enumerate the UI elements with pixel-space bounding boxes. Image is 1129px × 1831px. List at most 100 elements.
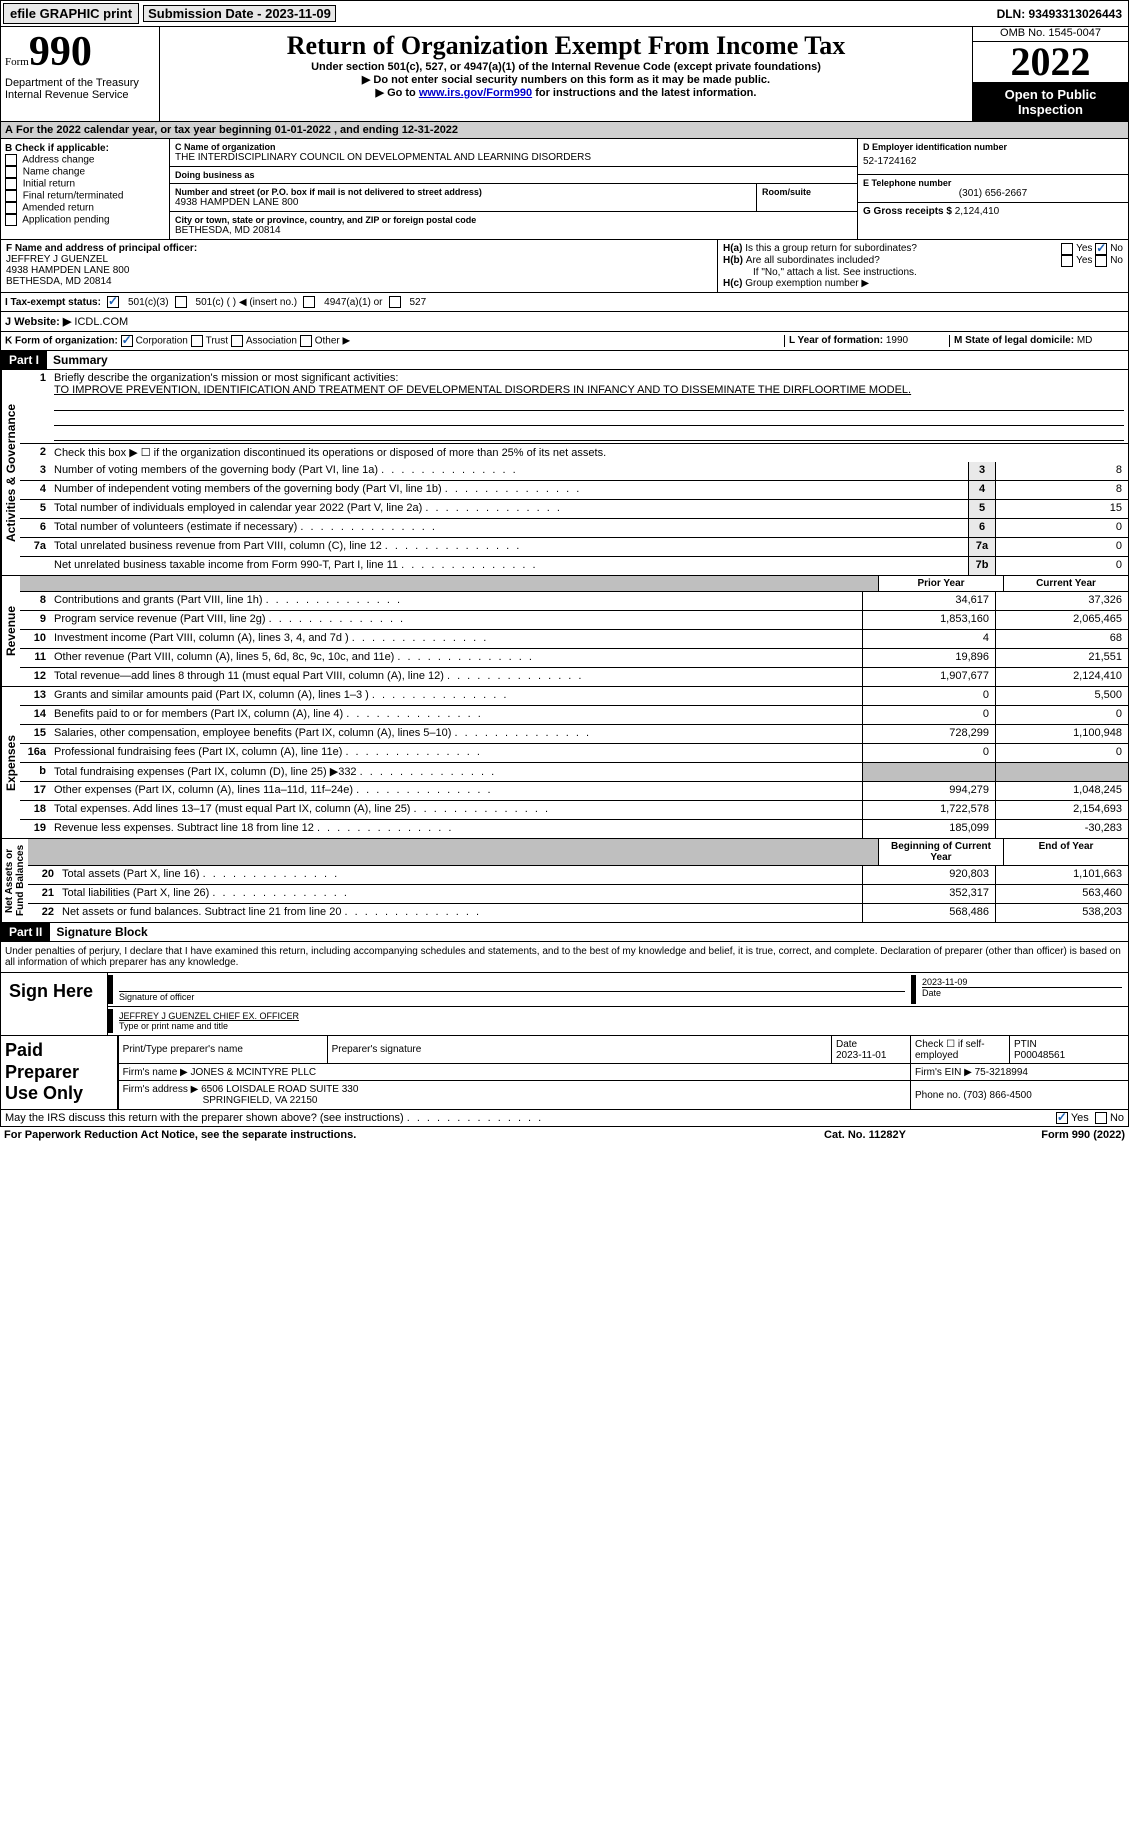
street-address: 4938 HAMPDEN LANE 800 — [175, 197, 751, 208]
check-Application-pending[interactable] — [5, 214, 17, 226]
part2-header: Part IISignature Block — [0, 923, 1129, 942]
prior-year-hdr: Prior Year — [878, 576, 1003, 591]
website: ICDL.COM — [74, 316, 128, 328]
end-year-hdr: End of Year — [1003, 839, 1128, 865]
form-subtitle: Under section 501(c), 527, or 4947(a)(1)… — [164, 61, 968, 73]
year-formation: 1990 — [886, 335, 908, 346]
sign-here: Sign Here Signature of officer 2023-11-0… — [0, 973, 1129, 1036]
corp-checkbox[interactable] — [121, 335, 133, 347]
line2: Check this box ▶ ☐ if the organization d… — [50, 444, 1128, 462]
c-label: C Name of organization — [175, 142, 852, 152]
dept: Department of the Treasury Internal Reve… — [5, 77, 155, 101]
irs-link[interactable]: www.irs.gov/Form990 — [419, 87, 532, 99]
table-row: 21Total liabilities (Part X, line 26) 35… — [28, 885, 1128, 904]
table-row: 13Grants and similar amounts paid (Part … — [20, 687, 1128, 706]
irs-discuss: May the IRS discuss this return with the… — [0, 1110, 1129, 1127]
ha-no-checkbox[interactable] — [1095, 243, 1107, 255]
tax-exempt-status: I Tax-exempt status: 501(c)(3) 501(c) ( … — [0, 293, 1129, 312]
527-checkbox[interactable] — [389, 296, 401, 308]
hb-yes-checkbox[interactable] — [1061, 255, 1073, 267]
firm-ein: 75-3218994 — [975, 1067, 1028, 1078]
section-f: F Name and address of principal officer:… — [1, 240, 717, 292]
self-employed-check: Check ☐ if self-employed — [911, 1036, 1010, 1064]
officer-city: BETHESDA, MD 20814 — [6, 276, 712, 287]
discuss-no-checkbox[interactable] — [1095, 1112, 1107, 1124]
ein: 52-1724162 — [863, 152, 1123, 171]
sign-date: 2023-11-09 — [922, 977, 1122, 987]
section-h: H(a) Is this a group return for subordin… — [717, 240, 1128, 292]
side-net: Net Assets orFund Balances — [1, 839, 28, 922]
sig-officer-label: Signature of officer — [119, 991, 905, 1002]
ha-yes-checkbox[interactable] — [1061, 243, 1073, 255]
mission-text: TO IMPROVE PREVENTION, IDENTIFICATION AN… — [54, 384, 911, 396]
check-Name-change[interactable] — [5, 166, 17, 178]
form-number: Form990 — [5, 31, 155, 73]
efile-print-button[interactable]: efile GRAPHIC print — [3, 3, 139, 24]
table-row: 22Net assets or fund balances. Subtract … — [28, 904, 1128, 922]
firm-addr1: 6506 LOISDALE ROAD SUITE 330 — [201, 1084, 358, 1095]
form-of-org: K Form of organization: Corporation Trus… — [0, 332, 1129, 351]
discuss-yes-checkbox[interactable] — [1056, 1112, 1068, 1124]
officer-addr: 4938 HAMPDEN LANE 800 — [6, 265, 712, 276]
form-note2: ▶ Go to www.irs.gov/Form990 for instruct… — [164, 86, 968, 99]
open-inspection: Open to Public Inspection — [973, 83, 1128, 121]
table-row: 20Total assets (Part X, line 16) 920,803… — [28, 866, 1128, 885]
section-b: B Check if applicable: Address change Na… — [1, 139, 170, 239]
4947-checkbox[interactable] — [303, 296, 315, 308]
officer-print-name: JEFFREY J GUENZEL CHIEF EX. OFFICER — [119, 1011, 1122, 1021]
side-governance: Activities & Governance — [1, 370, 20, 575]
city-label: City or town, state or province, country… — [175, 215, 852, 225]
part1-header: Part ISummary — [0, 351, 1129, 370]
table-row: 16aProfessional fundraising fees (Part I… — [20, 744, 1128, 763]
assoc-checkbox[interactable] — [231, 335, 243, 347]
state-domicile: MD — [1077, 335, 1093, 346]
table-row: 19Revenue less expenses. Subtract line 1… — [20, 820, 1128, 838]
dba-label: Doing business as — [175, 170, 852, 180]
footer: For Paperwork Reduction Act Notice, see … — [0, 1127, 1129, 1143]
ptin: P00048561 — [1014, 1050, 1065, 1061]
org-name: THE INTERDISCIPLINARY COUNCIL ON DEVELOP… — [175, 152, 852, 163]
table-row: 12Total revenue—add lines 8 through 11 (… — [20, 668, 1128, 686]
firm-addr2: SPRINGFIELD, VA 22150 — [123, 1095, 318, 1106]
dln: DLN: 93493313026443 — [997, 7, 1128, 21]
side-expenses: Expenses — [1, 687, 20, 838]
penalty-text: Under penalties of perjury, I declare th… — [0, 942, 1129, 973]
check-Final-return/terminated[interactable] — [5, 190, 17, 202]
check-Initial-return[interactable] — [5, 178, 17, 190]
hb-no-checkbox[interactable] — [1095, 255, 1107, 267]
prep-sig-hdr: Preparer's signature — [327, 1036, 831, 1064]
table-row: bTotal fundraising expenses (Part IX, co… — [20, 763, 1128, 782]
table-row: 8Contributions and grants (Part VIII, li… — [20, 592, 1128, 611]
table-row: 17Other expenses (Part IX, column (A), l… — [20, 782, 1128, 801]
other-checkbox[interactable] — [300, 335, 312, 347]
check-Address-change[interactable] — [5, 154, 17, 166]
table-row: 15Salaries, other compensation, employee… — [20, 725, 1128, 744]
website-row: J Website: ▶ ICDL.COM — [0, 312, 1129, 332]
gross-label: G Gross receipts $ — [863, 206, 952, 217]
mission-label: Briefly describe the organization's miss… — [54, 372, 398, 384]
firm-phone: (703) 866-4500 — [963, 1090, 1031, 1101]
paid-preparer: Paid Preparer Use Only Print/Type prepar… — [0, 1036, 1129, 1110]
table-row: 9Program service revenue (Part VIII, lin… — [20, 611, 1128, 630]
form-note1: ▶ Do not enter social security numbers o… — [164, 73, 968, 86]
table-row: 14Benefits paid to or for members (Part … — [20, 706, 1128, 725]
beg-year-hdr: Beginning of Current Year — [878, 839, 1003, 865]
501c-checkbox[interactable] — [175, 296, 187, 308]
room-label: Room/suite — [762, 187, 852, 197]
check-Amended-return[interactable] — [5, 202, 17, 214]
submission-date: Submission Date - 2023-11-09 — [143, 5, 336, 22]
table-row: 11Other revenue (Part VIII, column (A), … — [20, 649, 1128, 668]
officer-name: JEFFREY J GUENZEL — [6, 254, 712, 265]
table-row: 18Total expenses. Add lines 13–17 (must … — [20, 801, 1128, 820]
phone: (301) 656-2667 — [863, 188, 1123, 199]
form-header: Form990 Department of the Treasury Inter… — [0, 27, 1129, 122]
501c3-checkbox[interactable] — [107, 296, 119, 308]
phone-label: E Telephone number — [863, 178, 1123, 188]
city-state-zip: BETHESDA, MD 20814 — [175, 225, 852, 236]
table-row: 10Investment income (Part VIII, column (… — [20, 630, 1128, 649]
current-year-hdr: Current Year — [1003, 576, 1128, 591]
addr-label: Number and street (or P.O. box if mail i… — [175, 187, 751, 197]
trust-checkbox[interactable] — [191, 335, 203, 347]
prep-date: 2023-11-01 — [836, 1050, 886, 1061]
firm-name: JONES & MCINTYRE PLLC — [191, 1067, 317, 1078]
